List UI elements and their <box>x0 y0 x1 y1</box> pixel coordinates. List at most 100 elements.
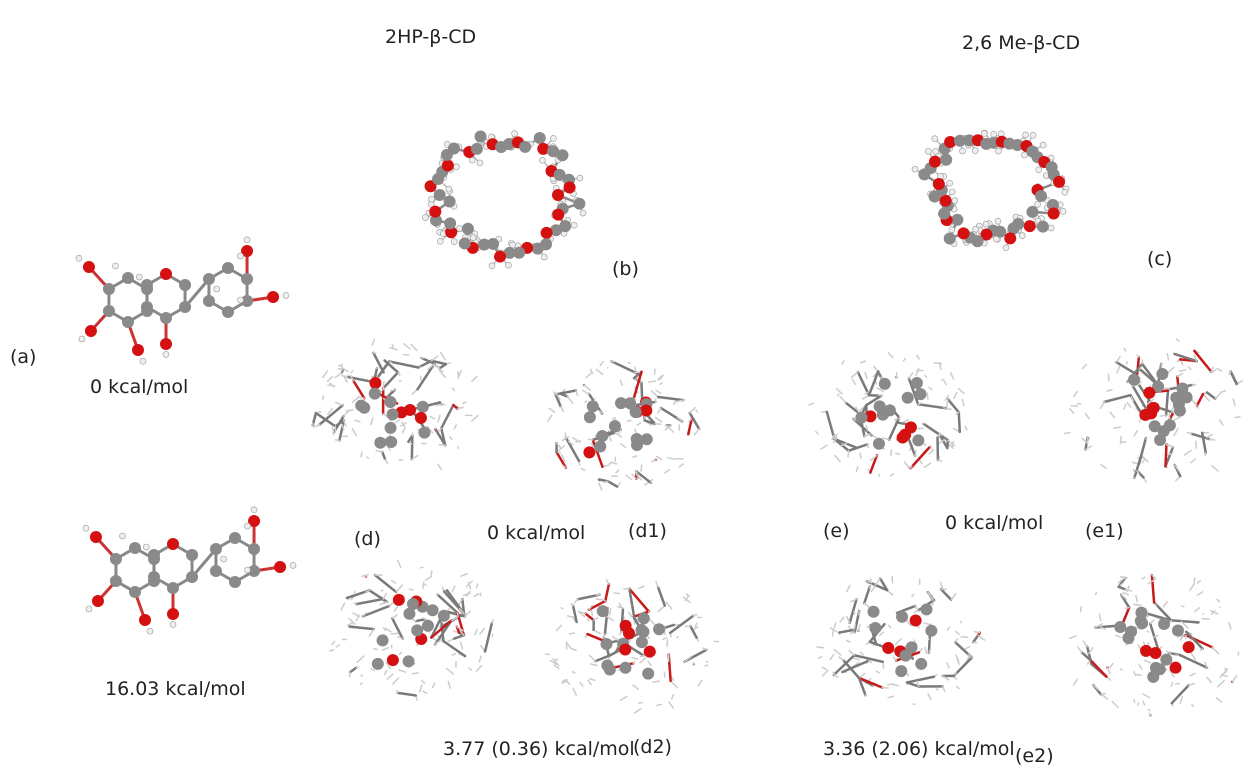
atom <box>583 446 596 459</box>
atom <box>386 408 399 421</box>
atom <box>1021 151 1028 159</box>
atom <box>418 426 431 439</box>
atom <box>202 295 215 307</box>
bond <box>863 602 872 609</box>
bond <box>381 646 390 651</box>
bond <box>349 374 355 382</box>
bond <box>907 377 920 406</box>
bond <box>608 435 612 442</box>
bond <box>451 387 456 392</box>
atom <box>426 604 439 617</box>
atom <box>939 194 952 207</box>
bond <box>1124 606 1130 609</box>
bond <box>587 438 594 441</box>
bond <box>414 618 425 623</box>
bond <box>633 397 637 401</box>
bond <box>850 371 859 378</box>
bond <box>654 398 657 403</box>
bond <box>860 360 867 364</box>
atom <box>441 159 454 172</box>
bond <box>411 672 419 675</box>
bond <box>1176 372 1184 378</box>
bond <box>594 654 611 663</box>
bond <box>462 401 467 405</box>
bond <box>668 614 695 635</box>
bond <box>387 446 392 451</box>
atom <box>82 524 90 532</box>
bond <box>1193 354 1198 362</box>
bond <box>625 474 633 481</box>
atom <box>476 159 484 167</box>
bond <box>632 660 635 665</box>
atom <box>1149 646 1162 659</box>
bond <box>636 422 642 426</box>
bond <box>401 427 406 434</box>
bond <box>957 411 962 434</box>
bond <box>561 680 567 685</box>
bond <box>402 342 411 350</box>
bond <box>356 655 365 664</box>
atom <box>1029 131 1037 139</box>
bond <box>381 371 400 390</box>
atom <box>1140 644 1153 657</box>
atom <box>430 214 443 227</box>
atom <box>109 553 122 565</box>
bond <box>1137 702 1140 706</box>
bond <box>1170 681 1174 687</box>
atom <box>85 605 93 613</box>
bond <box>620 695 628 702</box>
bond <box>351 428 358 437</box>
bond <box>1205 391 1217 401</box>
atom <box>186 549 199 561</box>
bond <box>1165 443 1174 448</box>
bond <box>440 427 447 447</box>
bond <box>1231 675 1238 683</box>
bond <box>1101 693 1109 700</box>
atom <box>1160 653 1173 666</box>
bond <box>683 655 693 663</box>
bond <box>661 636 668 641</box>
bond <box>850 598 858 603</box>
atom <box>603 663 616 676</box>
atom <box>1023 220 1036 233</box>
atom <box>1061 188 1069 196</box>
bond <box>927 693 932 701</box>
bond <box>694 622 698 628</box>
atom <box>896 610 909 623</box>
bond <box>911 593 915 598</box>
bond <box>1125 361 1128 365</box>
bond <box>1113 426 1122 429</box>
bond <box>675 399 684 403</box>
bond <box>314 411 337 428</box>
bond <box>890 354 894 359</box>
atom <box>608 420 621 433</box>
atom <box>78 335 86 343</box>
bond <box>329 382 336 388</box>
atom <box>403 607 416 620</box>
bond <box>1082 640 1088 648</box>
atom <box>84 325 97 337</box>
atom <box>160 338 172 350</box>
bond <box>595 598 604 601</box>
bond <box>882 437 890 441</box>
bond <box>941 378 945 381</box>
bond <box>670 694 675 700</box>
bond <box>387 360 420 369</box>
bond <box>1134 673 1142 677</box>
bond <box>1183 449 1192 456</box>
bond <box>1138 663 1143 671</box>
bond <box>390 632 399 635</box>
bond <box>878 473 881 477</box>
atom <box>1011 139 1024 152</box>
bond <box>334 439 341 442</box>
atom <box>505 261 512 269</box>
atom <box>547 145 560 158</box>
atom <box>1053 175 1066 188</box>
atom <box>147 571 160 583</box>
atom <box>901 391 914 404</box>
bond <box>1146 630 1150 633</box>
bond <box>1210 464 1219 472</box>
atom <box>402 655 415 668</box>
bond <box>960 635 969 639</box>
bond <box>1173 416 1181 421</box>
